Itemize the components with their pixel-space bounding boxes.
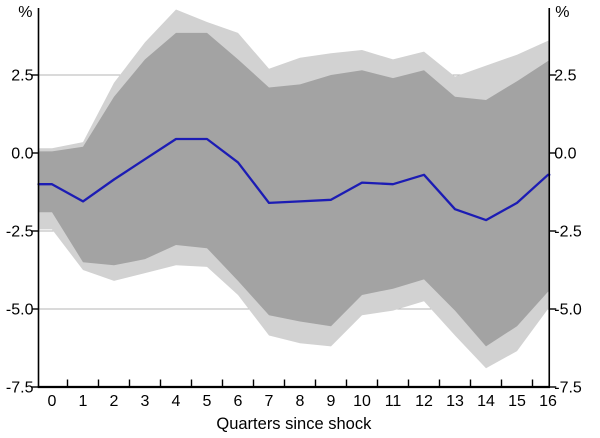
median-response-line — [37, 137, 551, 222]
y-tick-label-left: -7.5 — [6, 380, 34, 397]
x-tick-label: 0 — [48, 393, 57, 410]
y-tick-label-left: 2.5 — [11, 68, 33, 85]
y-tick-label-right: -2.5 — [554, 224, 582, 241]
inner-confidence-band — [38, 32, 550, 347]
x-tick-label: 5 — [203, 393, 212, 410]
x-tick-label: 14 — [477, 393, 495, 410]
x-axis-title: Quarters since shock — [216, 415, 372, 433]
x-tick-label: 16 — [539, 393, 557, 410]
y-tick-label-left: -5.0 — [6, 302, 34, 319]
y-tick-label-right: 2.5 — [554, 68, 576, 85]
y-tick-label-right: -5.0 — [554, 302, 582, 319]
percent-label-right: % — [555, 4, 569, 21]
x-tick-label: 3 — [141, 393, 150, 410]
x-tick-label: 2 — [110, 393, 119, 410]
x-tick-label: 13 — [446, 393, 464, 410]
x-tick-label: 12 — [415, 393, 433, 410]
y-tick-label-left: -2.5 — [6, 224, 34, 241]
x-tick-label: 9 — [327, 393, 336, 410]
y-tick-label-left: 0.0 — [11, 146, 33, 163]
x-tick-label: 10 — [353, 393, 371, 410]
x-tick-label: 15 — [508, 393, 526, 410]
x-tick-label: 8 — [296, 393, 305, 410]
percent-label-left: % — [18, 4, 32, 21]
x-tick-label: 6 — [234, 393, 243, 410]
x-tick-label: 4 — [172, 393, 181, 410]
x-tick-label: 11 — [385, 393, 402, 410]
y-tick-label-right: 0.0 — [554, 146, 576, 163]
y-tick-label-right: -7.5 — [554, 380, 582, 397]
x-tick-label: 1 — [79, 393, 88, 410]
x-tick-label: 7 — [265, 393, 274, 410]
